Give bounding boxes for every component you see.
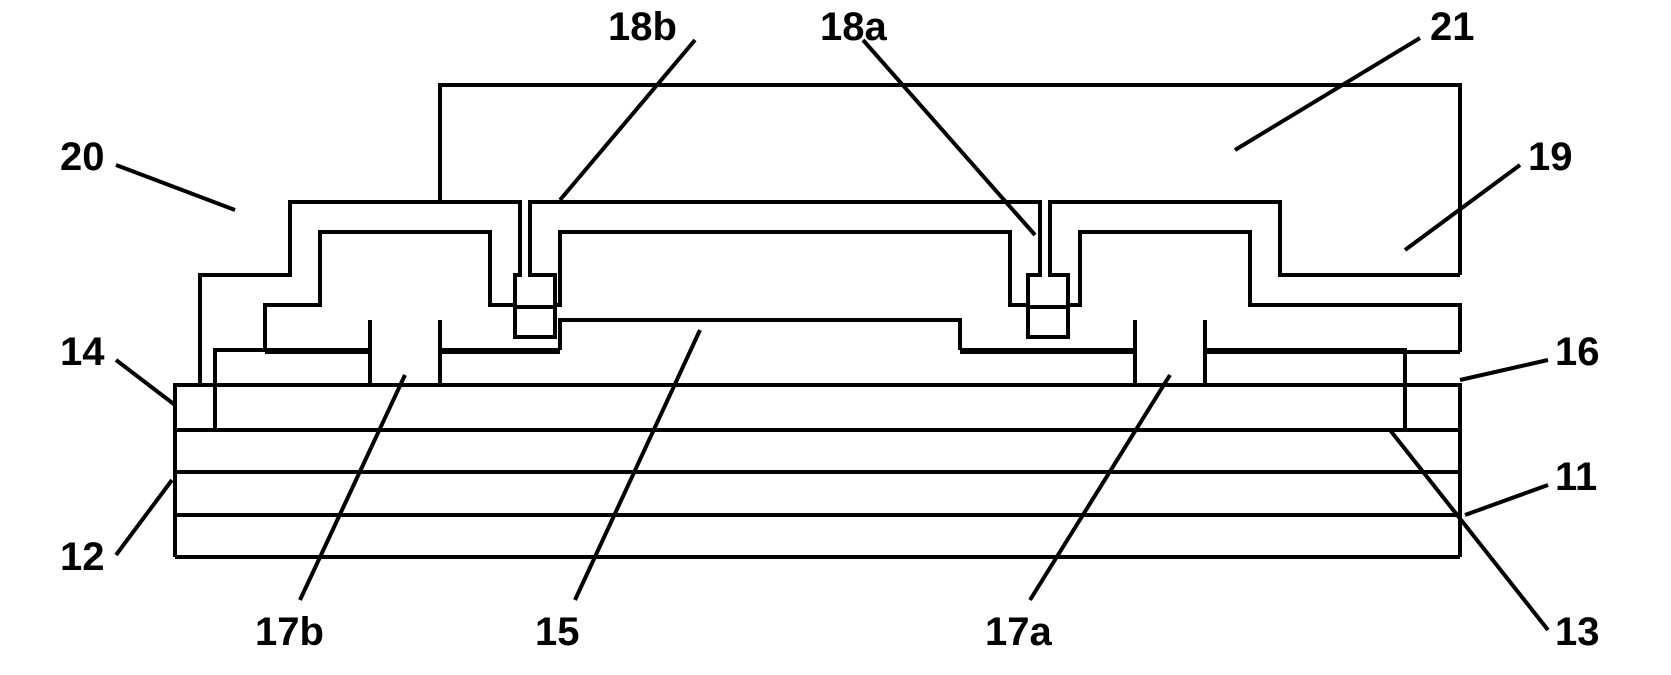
label-17b: 17b [255,610,324,655]
label-12: 12 [60,535,105,580]
label-13: 13 [1555,610,1600,655]
label-14: 14 [60,330,105,375]
label-20: 20 [60,135,105,180]
label-16: 16 [1555,330,1600,375]
label-11: 11 [1555,455,1597,500]
label-18a: 18a [820,5,887,50]
label-15: 15 [535,610,580,655]
label-17a: 17a [985,610,1052,655]
label-18b: 18b [608,5,677,50]
label-19: 19 [1528,135,1573,180]
label-21: 21 [1430,5,1475,50]
